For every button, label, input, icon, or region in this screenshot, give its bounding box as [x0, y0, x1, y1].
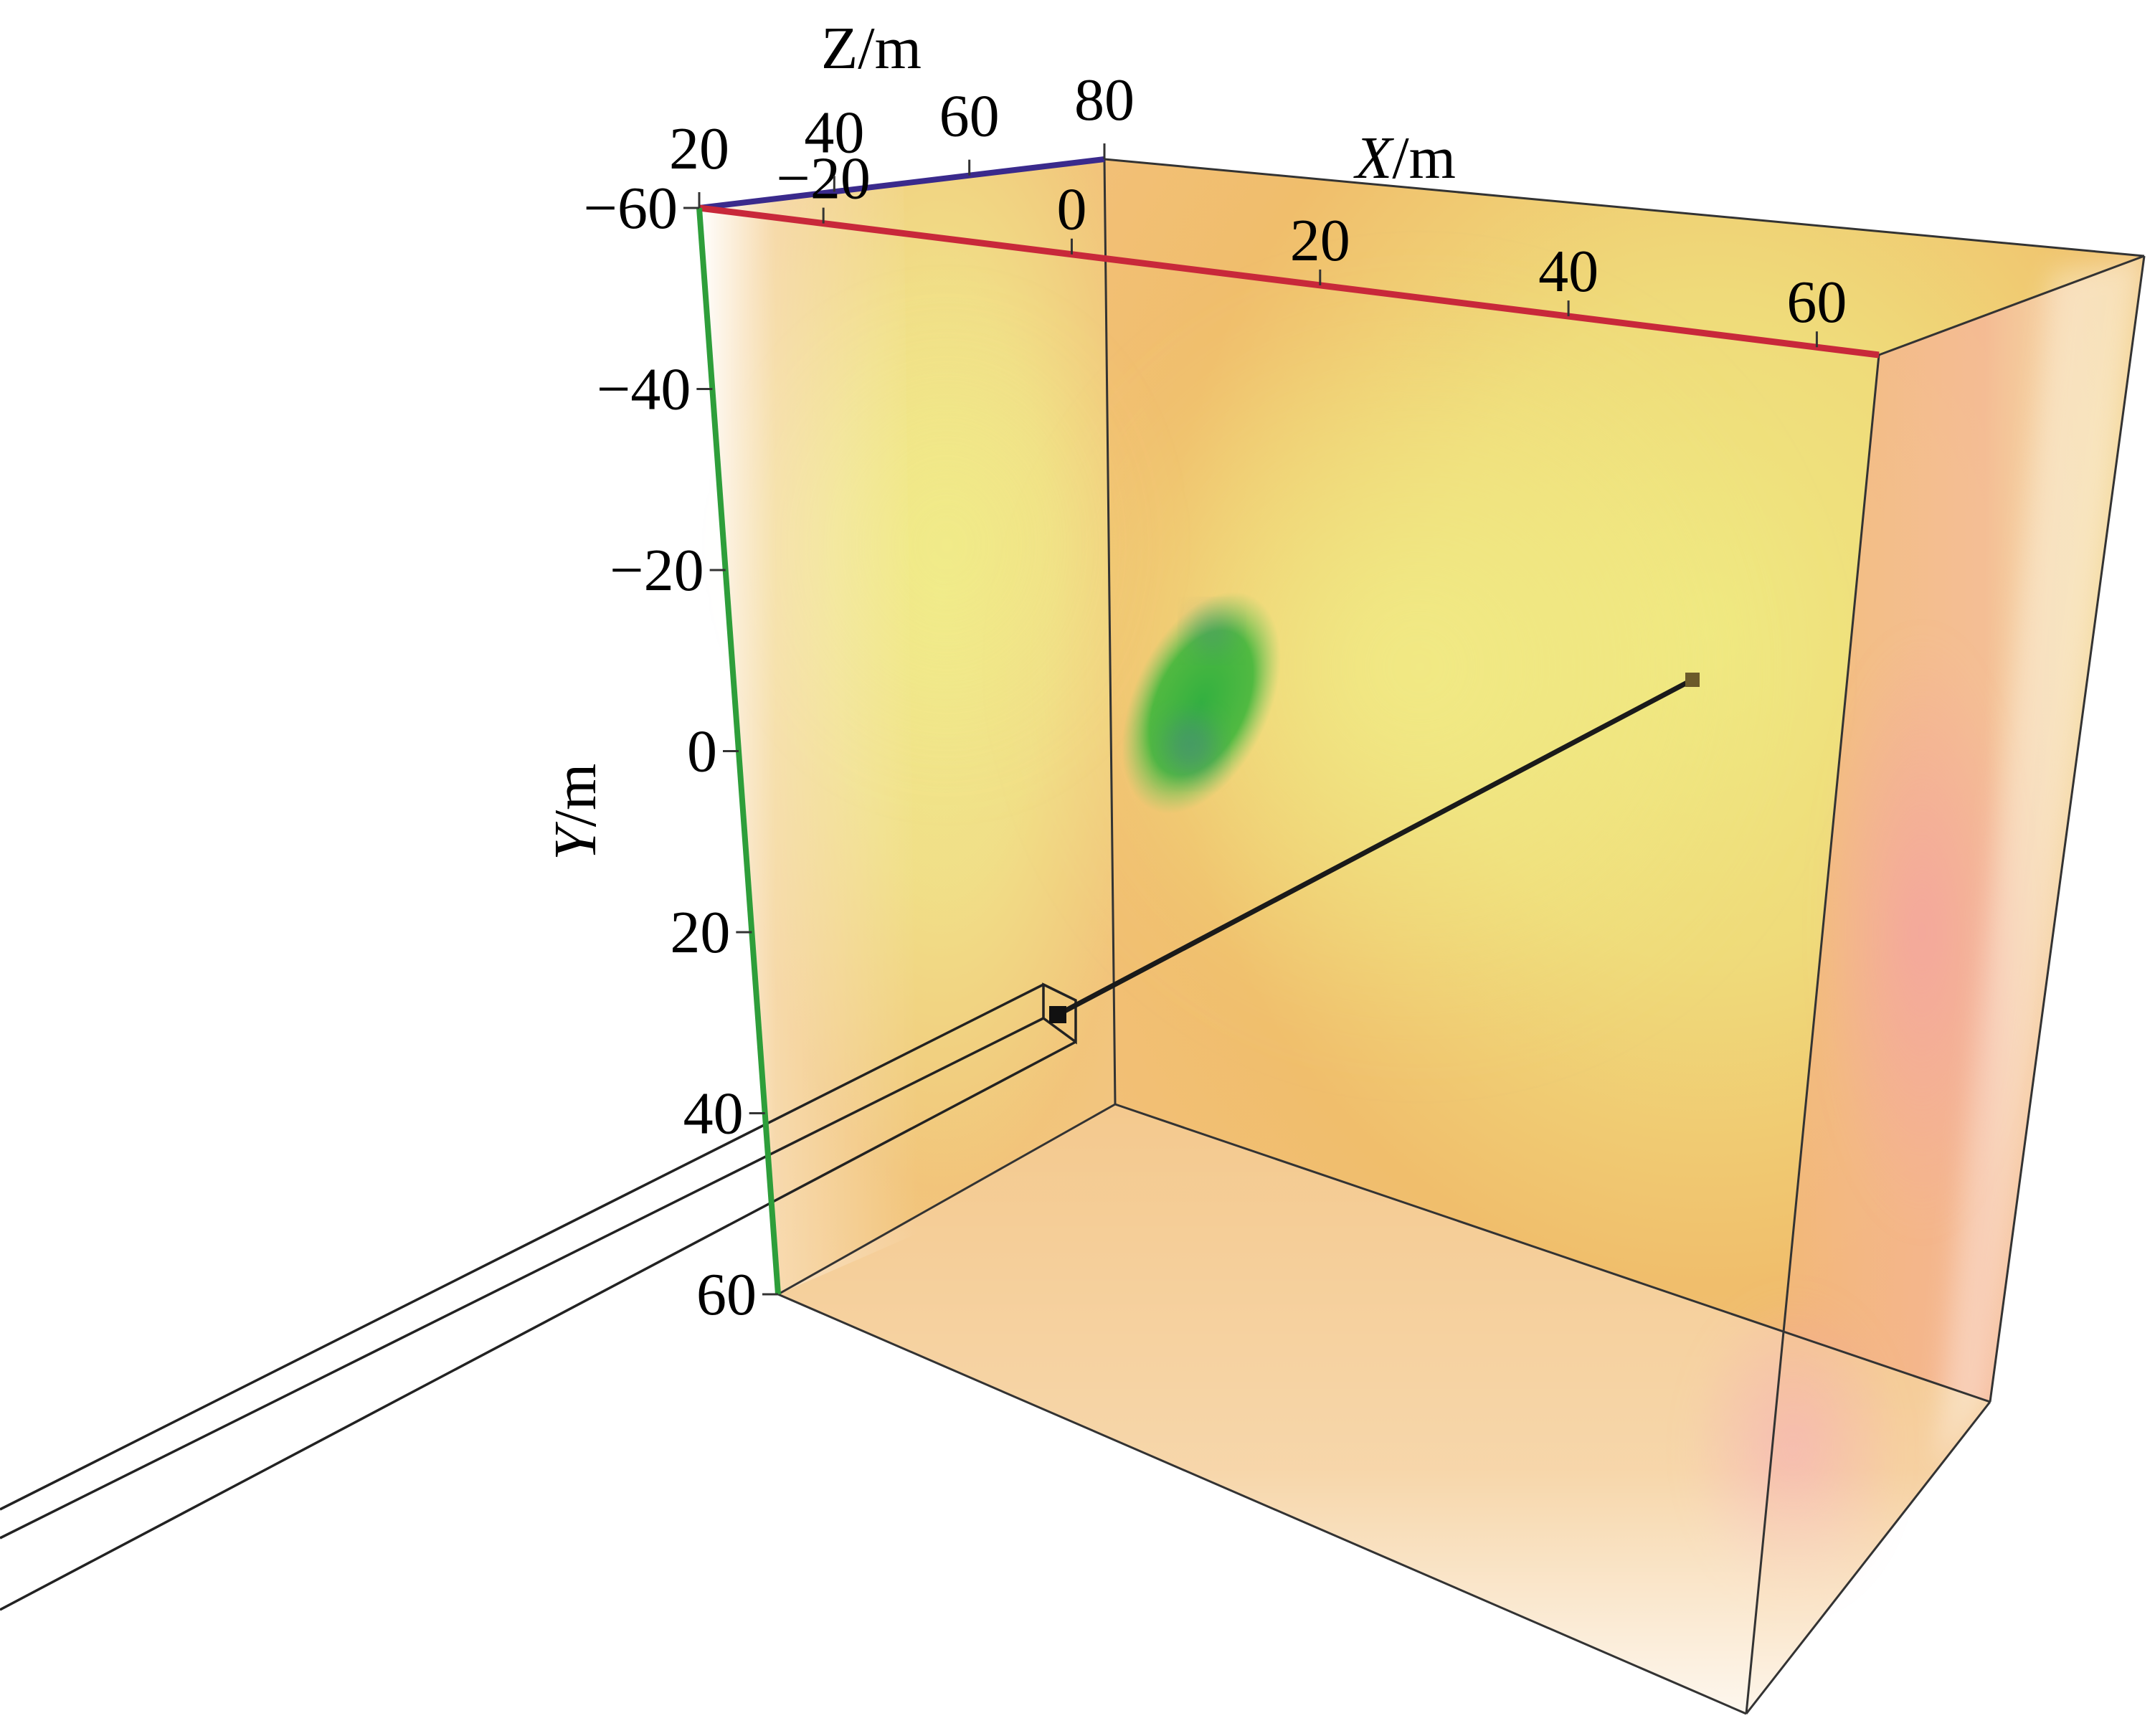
x-tick-label: 20 — [1290, 207, 1350, 274]
edge-top-right — [1878, 255, 2145, 356]
y-tick-label: 20 — [670, 899, 730, 966]
y-axis-title: Y/m — [542, 764, 609, 860]
x-axis-title: X/m — [1353, 125, 1456, 191]
volume-yellow-core — [1047, 294, 1793, 1040]
volume-bottom-fade — [778, 1104, 1990, 1714]
x-tick-label: 60 — [1786, 269, 1847, 336]
tunnel — [0, 982, 1077, 1611]
anomaly-core-2 — [1190, 610, 1233, 653]
tunnel-line-3 — [0, 1040, 1076, 1611]
edge-back-bottom — [777, 1103, 1116, 1296]
z-tick-label: 80 — [1074, 67, 1135, 133]
z-axis-title: Z/m — [821, 15, 922, 82]
x-tick-label: −20 — [776, 146, 870, 212]
edge-back-vertical — [1103, 158, 1117, 1105]
y-tick-label: −40 — [597, 356, 691, 423]
edge-far-right-vertical — [1989, 255, 2146, 1403]
y-tick-label: 0 — [687, 718, 717, 785]
borehole-start-marker — [1049, 1006, 1066, 1023]
edge-front-right-vertical — [1745, 354, 1880, 1714]
tunnel-line-1 — [0, 983, 1044, 1511]
anomaly-body — [1122, 592, 1281, 814]
edge-bottom-right — [1745, 1401, 1991, 1714]
anomaly — [1122, 592, 1281, 814]
x-axis-line — [698, 204, 1880, 359]
y-tick-label: 60 — [696, 1261, 757, 1328]
z-axis-ticks: 20 40 60 80 — [669, 67, 1135, 208]
y-tick-label: −60 — [584, 175, 678, 242]
x-tick-label: 0 — [1056, 176, 1086, 243]
y-tick-label: 40 — [683, 1081, 744, 1147]
borehole — [1049, 673, 1700, 1023]
x-tick-label: 40 — [1538, 238, 1599, 305]
z-tick-label: 20 — [669, 115, 729, 182]
z-tick-label: 40 — [804, 99, 864, 166]
edge-bottom-front — [777, 1293, 1747, 1715]
y-tick-label: −20 — [610, 537, 704, 604]
borehole-end-marker — [1685, 673, 1700, 687]
volume-left-fade — [699, 186, 918, 1294]
z-tick-label: 60 — [939, 83, 1000, 150]
volume-pink-right — [1822, 631, 2022, 1233]
y-axis-ticks: −60 −40 −20 0 20 40 60 — [584, 175, 778, 1328]
x-axis-ticks: −20 0 20 40 60 — [776, 146, 1847, 348]
volume-right-fade — [1936, 256, 2144, 1470]
edge-top-back — [1104, 158, 2145, 257]
anomaly-core-1 — [1165, 717, 1216, 774]
volume-body — [699, 159, 2144, 1714]
borehole-line — [1056, 677, 1694, 1018]
bounding-box — [777, 158, 2146, 1715]
tunnel-entrance-box — [1042, 982, 1077, 1045]
z-axis-line — [698, 156, 1105, 211]
edge-bottom-back — [1114, 1103, 1991, 1403]
tunnel-line-2 — [0, 1017, 1044, 1540]
